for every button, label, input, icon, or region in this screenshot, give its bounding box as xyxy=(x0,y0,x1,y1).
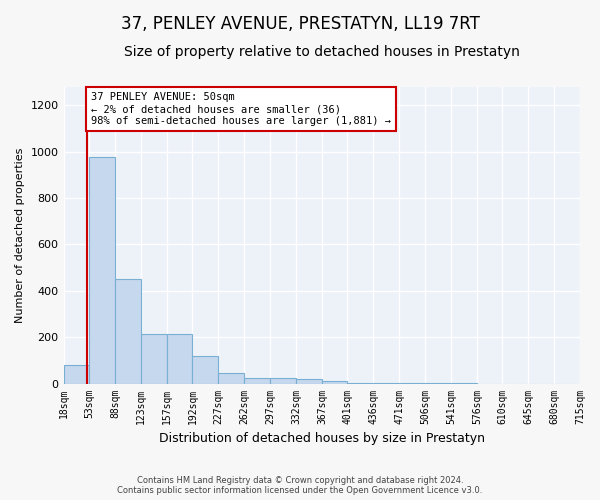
Bar xyxy=(218,373,244,384)
Text: Contains HM Land Registry data © Crown copyright and database right 2024.
Contai: Contains HM Land Registry data © Crown c… xyxy=(118,476,482,495)
Text: 37 PENLEY AVENUE: 50sqm
← 2% of detached houses are smaller (36)
98% of semi-det: 37 PENLEY AVENUE: 50sqm ← 2% of detached… xyxy=(91,92,391,126)
Bar xyxy=(244,378,270,384)
Bar xyxy=(193,356,218,384)
Bar xyxy=(322,381,347,384)
Bar xyxy=(347,383,373,384)
X-axis label: Distribution of detached houses by size in Prestatyn: Distribution of detached houses by size … xyxy=(159,432,485,445)
Bar xyxy=(167,334,193,384)
Bar xyxy=(64,365,89,384)
Bar xyxy=(270,378,296,384)
Text: 37, PENLEY AVENUE, PRESTATYN, LL19 7RT: 37, PENLEY AVENUE, PRESTATYN, LL19 7RT xyxy=(121,15,479,33)
Title: Size of property relative to detached houses in Prestatyn: Size of property relative to detached ho… xyxy=(124,45,520,59)
Bar xyxy=(296,379,322,384)
Bar xyxy=(89,158,115,384)
Bar xyxy=(142,334,167,384)
Y-axis label: Number of detached properties: Number of detached properties xyxy=(15,148,25,322)
Bar xyxy=(115,279,142,384)
